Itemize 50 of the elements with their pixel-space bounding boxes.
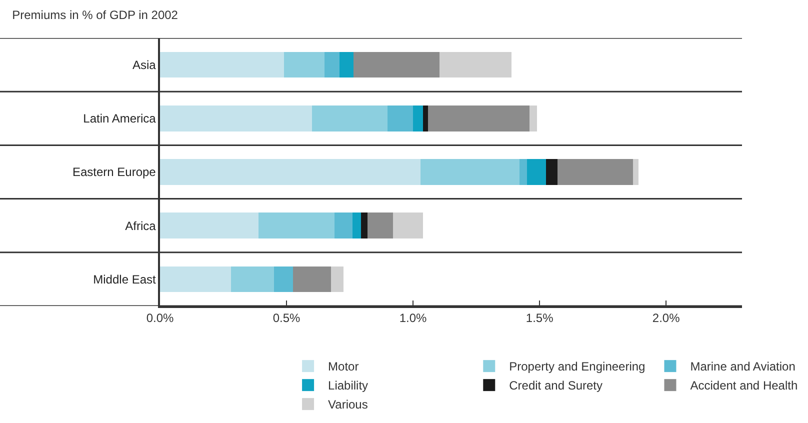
legend-label: Various	[328, 398, 368, 412]
legend-label: Property and Engineering	[509, 360, 646, 374]
bar	[340, 52, 354, 78]
x-tick-label: 1.5%	[526, 311, 554, 326]
bar	[284, 52, 324, 78]
x-tick-label: 2.0%	[652, 311, 680, 326]
bar	[420, 159, 520, 185]
y-tick-label: Asia	[132, 58, 156, 72]
legend-label: Accident and Health	[690, 378, 798, 393]
legend-label: Motor	[328, 360, 359, 374]
bar	[519, 159, 527, 185]
bar	[428, 106, 530, 132]
bar	[160, 106, 312, 132]
x-tick-label: 0.0%	[146, 311, 174, 326]
bar	[258, 212, 335, 238]
bar	[352, 212, 362, 238]
legend-label: Liability	[328, 378, 368, 393]
bar	[633, 159, 638, 185]
bar	[557, 159, 634, 185]
y-tick-label: Latin America	[83, 112, 156, 126]
bar	[324, 52, 340, 78]
chart-title: Premiums in % of GDP in 2002	[12, 8, 178, 22]
bar	[361, 212, 368, 238]
bar	[388, 106, 414, 132]
bar	[160, 52, 284, 78]
x-tick-label: 1.0%	[399, 311, 428, 326]
bar	[330, 266, 344, 292]
y-tick-label: Middle East	[93, 272, 157, 286]
bar	[440, 52, 512, 78]
y-tick-label: Africa	[125, 218, 156, 233]
bar	[546, 159, 558, 185]
bar	[354, 52, 440, 78]
legend-label: Credit and Surety	[509, 378, 603, 393]
bar	[526, 159, 546, 185]
bar	[312, 106, 388, 132]
bar	[392, 212, 424, 238]
bar	[274, 266, 293, 292]
bar	[292, 266, 331, 292]
bar	[160, 212, 259, 238]
legend-label: Marine and Aviation	[690, 360, 796, 374]
bar	[413, 106, 424, 132]
bar	[423, 106, 428, 132]
bar	[230, 266, 274, 292]
bar	[368, 212, 393, 238]
bar	[160, 159, 421, 185]
bar	[334, 212, 352, 238]
bar	[160, 266, 231, 292]
bar	[529, 106, 538, 132]
x-tick-label: 0.5%	[272, 311, 301, 326]
y-tick-label: Eastern Europe	[72, 165, 156, 180]
